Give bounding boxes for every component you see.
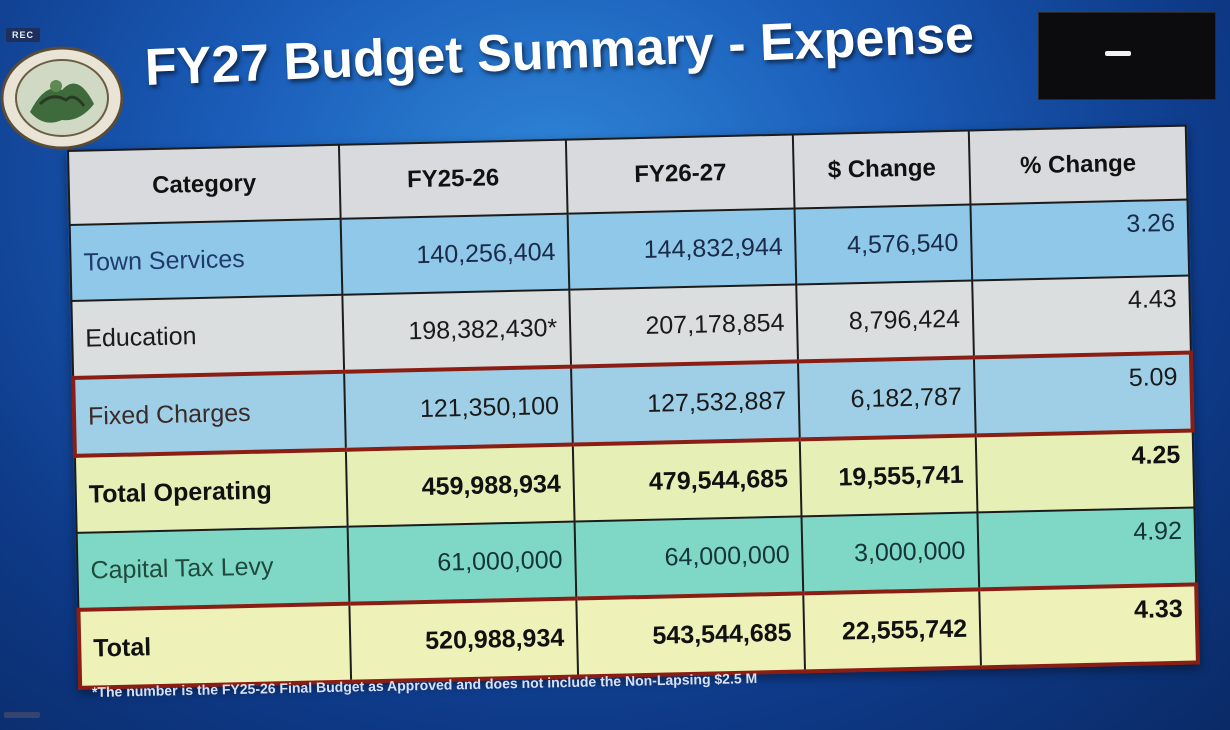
cell-fy25-26: 198,382,430* — [342, 289, 572, 372]
budget-table: Category FY25-26 FY26-27 $ Change % Chan… — [66, 125, 1200, 690]
column-header-percent-change: % Change — [968, 125, 1188, 205]
cell-dollar-change: 6,182,787 — [798, 357, 976, 440]
cell-fy26-27: 479,544,685 — [572, 439, 802, 522]
cell-category: Fixed Charges — [73, 371, 346, 456]
participant-video-tile[interactable] — [1038, 12, 1216, 100]
cell-category: Total Operating — [74, 449, 348, 533]
cell-percent-change: 3.26 — [970, 199, 1190, 281]
column-header-dollar-change: $ Change — [793, 130, 971, 209]
cell-fy25-26: 121,350,100 — [343, 366, 573, 450]
cell-fy26-27: 207,178,854 — [569, 284, 799, 367]
column-header-category: Category — [68, 144, 341, 225]
cell-dollar-change: 8,796,424 — [796, 280, 974, 362]
cell-percent-change: 4.43 — [972, 275, 1191, 358]
cell-category: Capital Tax Levy — [76, 526, 350, 610]
cell-fy26-27: 543,544,685 — [576, 593, 806, 677]
column-header-fy26-27: FY26-27 — [565, 134, 795, 214]
cell-fy25-26: 61,000,000 — [347, 521, 577, 604]
slide-title: FY27 Budget Summary - Expense — [143, 5, 975, 97]
cell-percent-change: 4.92 — [977, 507, 1197, 590]
meeting-control-icon[interactable] — [4, 712, 40, 718]
cell-dollar-change: 3,000,000 — [801, 512, 980, 594]
cell-dollar-change: 22,555,742 — [803, 589, 981, 672]
cell-dollar-change: 4,576,540 — [794, 204, 973, 285]
cell-percent-change: 5.09 — [973, 352, 1193, 436]
cell-fy25-26: 520,988,934 — [349, 598, 579, 682]
mute-indicator-icon — [1105, 51, 1131, 56]
town-seal-icon — [0, 46, 124, 150]
cell-fy26-27: 127,532,887 — [571, 361, 801, 445]
cell-category: Education — [71, 294, 344, 378]
cell-percent-change: 4.33 — [979, 584, 1198, 668]
cell-fy25-26: 140,256,404 — [340, 213, 570, 295]
recording-indicator: REC — [6, 28, 41, 42]
cell-fy26-27: 64,000,000 — [574, 516, 804, 599]
cell-category: Total — [78, 603, 351, 688]
cell-fy26-27: 144,832,944 — [567, 208, 797, 290]
cell-dollar-change: 19,555,741 — [800, 435, 978, 517]
cell-percent-change: 4.25 — [975, 430, 1195, 513]
cell-category: Town Services — [69, 218, 343, 301]
cell-fy25-26: 459,988,934 — [345, 444, 575, 527]
column-header-fy25-26: FY25-26 — [338, 139, 568, 219]
